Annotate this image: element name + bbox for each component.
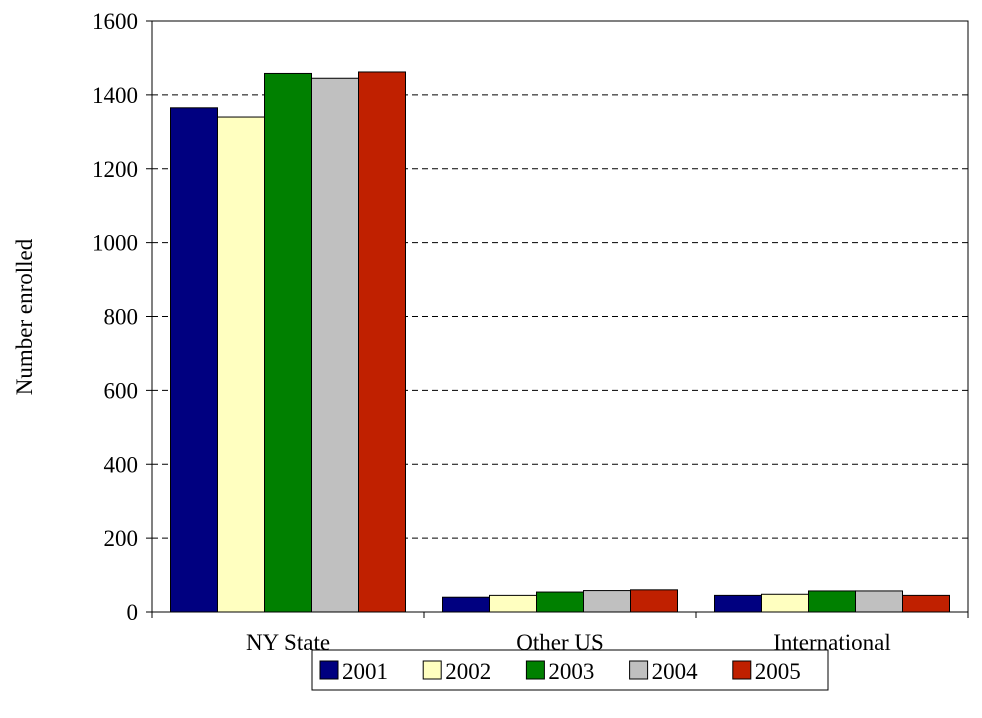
legend-swatch [422, 660, 442, 680]
bar-2004-ny-state [311, 77, 359, 613]
bar-2003-ny-state [264, 72, 312, 613]
y-tick-label: 200 [104, 526, 139, 551]
bar-2004-international [855, 590, 903, 613]
legend-label: 2002 [445, 659, 491, 684]
y-tick-label: 400 [104, 452, 139, 477]
bar-2003-other-us [536, 591, 584, 613]
bar-2003-international [808, 590, 856, 613]
bar-2005-other-us [630, 589, 678, 613]
x-axis-ticks: NY State Other US International [151, 612, 969, 655]
bar-2002-other-us [489, 594, 537, 613]
bar-2001-international [714, 594, 762, 613]
bar-2005-ny-state [358, 71, 406, 613]
y-tick-label: 1600 [92, 9, 138, 34]
legend-label: 2004 [652, 659, 699, 684]
bar-2004-other-us [583, 590, 631, 613]
y-axis-label: Number enrolled [12, 238, 37, 395]
legend-swatch [319, 660, 339, 680]
legend-label: 2001 [342, 659, 388, 684]
legend: 2001 2002 2003 2004 2005 [311, 649, 829, 691]
bar-2001-ny-state [170, 107, 218, 613]
y-tick-label: 0 [127, 600, 139, 625]
bars [170, 71, 950, 613]
legend-label: 2003 [548, 659, 594, 684]
y-tick-label: 600 [104, 378, 139, 403]
bar-2002-ny-state [217, 116, 265, 613]
bar-2001-other-us [442, 596, 490, 613]
legend-swatch [629, 660, 649, 680]
bar-2002-international [761, 593, 809, 613]
y-tick-label: 1400 [92, 83, 138, 108]
legend-label: 2005 [755, 659, 801, 684]
y-axis-ticks: 0 200 400 600 800 1000 1200 1400 1600 [92, 9, 152, 625]
legend-swatch [525, 660, 545, 680]
bar-2005-international [902, 594, 950, 613]
y-tick-label: 1200 [92, 157, 138, 182]
y-tick-label: 800 [104, 305, 139, 330]
y-tick-label: 1000 [92, 231, 138, 256]
legend-swatch [732, 660, 752, 680]
